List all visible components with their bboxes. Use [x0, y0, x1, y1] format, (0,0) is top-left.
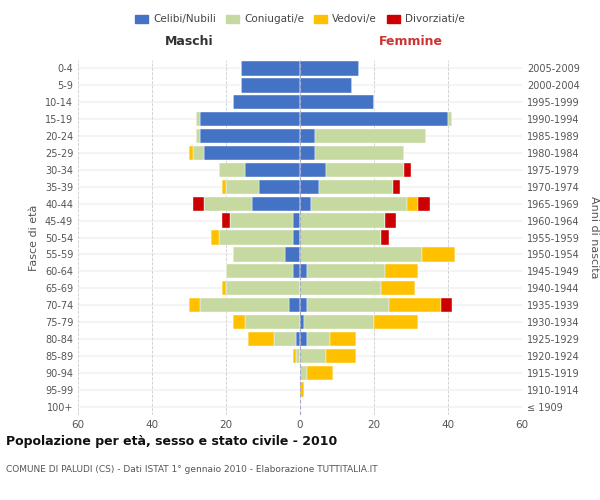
- Bar: [422, 247, 455, 262]
- Bar: [200, 298, 289, 312]
- Bar: [300, 146, 315, 160]
- Bar: [289, 298, 300, 312]
- Y-axis label: Fasce di età: Fasce di età: [29, 204, 39, 270]
- Bar: [307, 298, 389, 312]
- Bar: [226, 281, 300, 295]
- Bar: [193, 196, 204, 211]
- Bar: [307, 332, 329, 346]
- Bar: [300, 180, 319, 194]
- Bar: [300, 62, 359, 76]
- Bar: [385, 214, 396, 228]
- Bar: [326, 348, 356, 363]
- Bar: [300, 95, 374, 110]
- Bar: [329, 332, 356, 346]
- Bar: [233, 315, 245, 329]
- Bar: [226, 180, 259, 194]
- Bar: [448, 112, 452, 126]
- Bar: [300, 264, 307, 278]
- Text: Popolazione per età, sesso e stato civile - 2010: Popolazione per età, sesso e stato civil…: [6, 435, 337, 448]
- Bar: [200, 129, 300, 144]
- Bar: [223, 214, 230, 228]
- Bar: [385, 264, 418, 278]
- Bar: [300, 332, 307, 346]
- Bar: [304, 315, 374, 329]
- Bar: [218, 162, 245, 177]
- Bar: [189, 146, 193, 160]
- Bar: [196, 129, 200, 144]
- Bar: [218, 230, 293, 244]
- Bar: [300, 162, 326, 177]
- Bar: [245, 162, 300, 177]
- Bar: [293, 230, 300, 244]
- Bar: [300, 230, 382, 244]
- Bar: [319, 180, 392, 194]
- Bar: [300, 196, 311, 211]
- Text: Femmine: Femmine: [379, 35, 443, 48]
- Bar: [300, 129, 315, 144]
- Bar: [300, 78, 352, 92]
- Y-axis label: Anni di nascita: Anni di nascita: [589, 196, 599, 279]
- Bar: [374, 315, 418, 329]
- Bar: [293, 348, 296, 363]
- Bar: [233, 247, 285, 262]
- Bar: [193, 146, 204, 160]
- Bar: [300, 281, 382, 295]
- Bar: [245, 315, 300, 329]
- Bar: [300, 315, 304, 329]
- Bar: [300, 348, 326, 363]
- Bar: [300, 112, 448, 126]
- Bar: [196, 112, 200, 126]
- Bar: [241, 62, 300, 76]
- Bar: [311, 196, 407, 211]
- Bar: [418, 196, 430, 211]
- Bar: [407, 196, 418, 211]
- Bar: [300, 298, 307, 312]
- Bar: [211, 230, 218, 244]
- Bar: [307, 264, 385, 278]
- Bar: [300, 382, 304, 397]
- Text: Maschi: Maschi: [164, 35, 214, 48]
- Bar: [200, 112, 300, 126]
- Bar: [315, 146, 404, 160]
- Bar: [252, 196, 300, 211]
- Bar: [230, 214, 293, 228]
- Legend: Celibi/Nubili, Coniugati/e, Vedovi/e, Divorziati/e: Celibi/Nubili, Coniugati/e, Vedovi/e, Di…: [131, 10, 469, 29]
- Bar: [307, 366, 334, 380]
- Bar: [382, 281, 415, 295]
- Bar: [296, 348, 300, 363]
- Bar: [293, 264, 300, 278]
- Bar: [389, 298, 440, 312]
- Bar: [285, 247, 300, 262]
- Bar: [293, 214, 300, 228]
- Bar: [296, 332, 300, 346]
- Bar: [326, 162, 404, 177]
- Bar: [300, 247, 422, 262]
- Bar: [248, 332, 274, 346]
- Bar: [241, 78, 300, 92]
- Bar: [204, 146, 300, 160]
- Bar: [223, 180, 226, 194]
- Bar: [392, 180, 400, 194]
- Bar: [259, 180, 300, 194]
- Bar: [233, 95, 300, 110]
- Bar: [382, 230, 389, 244]
- Bar: [300, 366, 307, 380]
- Bar: [226, 264, 293, 278]
- Bar: [440, 298, 452, 312]
- Bar: [204, 196, 252, 211]
- Bar: [300, 214, 385, 228]
- Bar: [189, 298, 200, 312]
- Bar: [223, 281, 226, 295]
- Bar: [404, 162, 411, 177]
- Text: COMUNE DI PALUDI (CS) - Dati ISTAT 1° gennaio 2010 - Elaborazione TUTTITALIA.IT: COMUNE DI PALUDI (CS) - Dati ISTAT 1° ge…: [6, 465, 377, 474]
- Bar: [274, 332, 296, 346]
- Bar: [315, 129, 426, 144]
